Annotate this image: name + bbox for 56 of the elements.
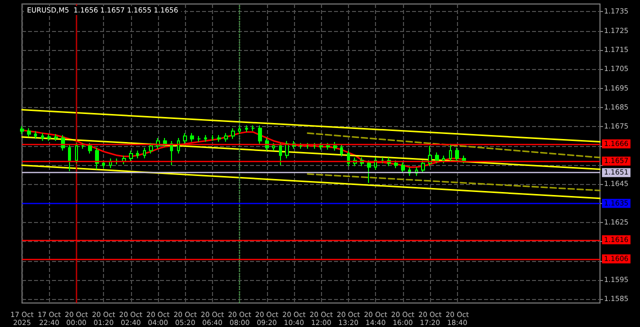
candlestick — [41, 132, 44, 142]
candlestick — [95, 147, 99, 170]
candlestick — [122, 155, 126, 165]
candlestick — [462, 155, 466, 164]
candlestick — [238, 126, 241, 134]
candlestick — [340, 144, 343, 157]
candlestick — [272, 142, 275, 152]
candlestick — [231, 128, 235, 140]
candlestick — [170, 140, 173, 166]
candlestick — [258, 124, 262, 144]
candlestick — [75, 142, 78, 164]
candlestick — [183, 132, 187, 144]
candlestick — [136, 150, 139, 159]
candlestick — [88, 142, 92, 154]
candlestick — [54, 134, 58, 142]
candlestick — [347, 150, 350, 167]
candlestick — [285, 140, 289, 159]
candlestick — [381, 157, 384, 164]
candlestick — [421, 160, 425, 174]
candlestick — [20, 126, 24, 134]
candlestick — [306, 142, 309, 150]
candlestick — [163, 137, 167, 148]
candlestick — [27, 128, 31, 138]
candlestick — [177, 137, 180, 154]
candlestick — [428, 145, 432, 167]
candlestick — [435, 152, 439, 164]
candlestick — [129, 150, 133, 162]
candlestick — [319, 142, 323, 150]
candlestick — [224, 132, 228, 142]
candlestick — [109, 158, 112, 169]
candlestick — [299, 142, 303, 150]
candlestick — [197, 136, 201, 142]
candlestick — [279, 142, 282, 166]
candlestick — [204, 134, 207, 142]
candlestick — [34, 130, 37, 140]
candlestick — [149, 142, 153, 154]
candlestick — [326, 142, 330, 150]
candlestick — [143, 147, 146, 159]
candlestick — [455, 147, 459, 162]
candlestick — [313, 142, 316, 150]
candlestick — [211, 134, 214, 142]
candlestick — [394, 160, 398, 169]
candlestick — [68, 144, 71, 172]
candlestick — [102, 160, 105, 169]
candlestick — [251, 124, 255, 132]
candlestick — [190, 132, 194, 142]
candlestick — [245, 124, 248, 133]
candlestick — [217, 134, 221, 142]
candlestick — [61, 134, 65, 152]
candlestick — [47, 134, 51, 142]
candlestick — [442, 155, 445, 164]
candlestick — [367, 160, 371, 184]
candlestick — [401, 162, 405, 174]
candlestick — [81, 142, 85, 150]
candlestick — [449, 143, 452, 162]
candlestick — [333, 142, 337, 152]
